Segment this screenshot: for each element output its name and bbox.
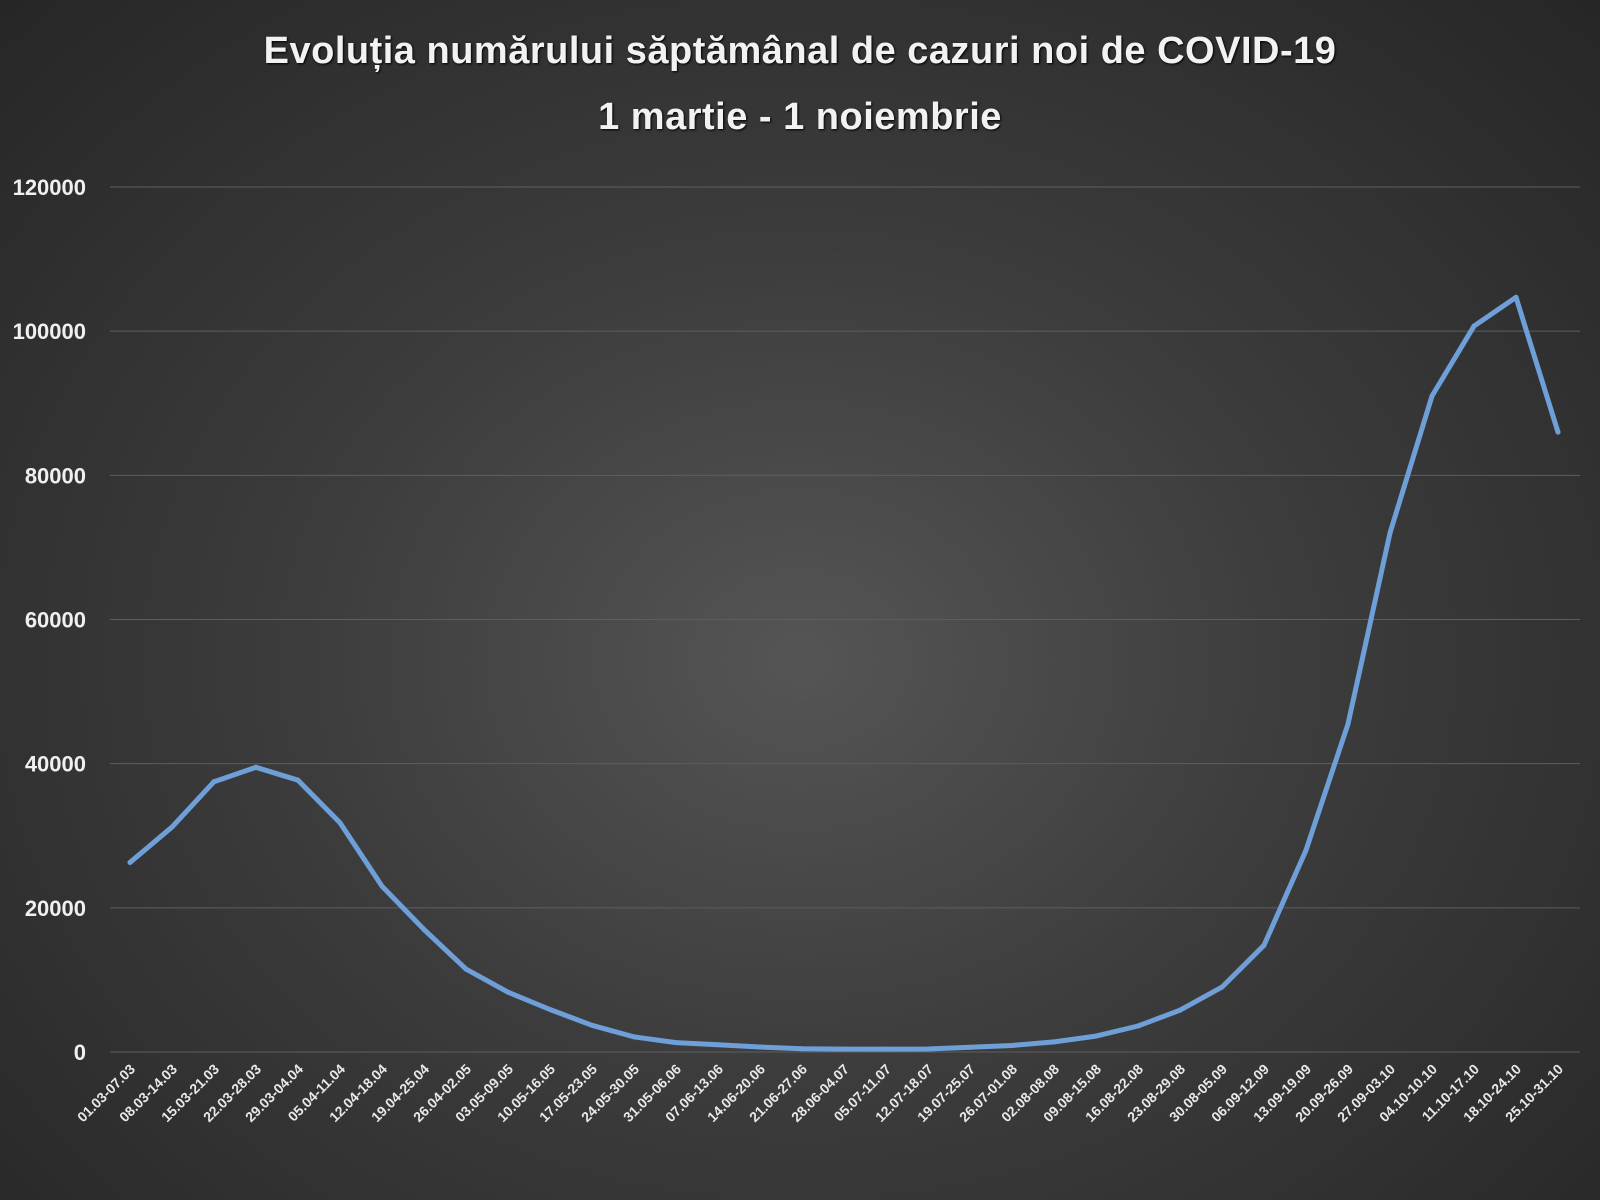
data-point	[1429, 393, 1435, 399]
series-line	[127, 294, 1561, 1052]
data-point	[169, 824, 175, 830]
data-point	[421, 926, 427, 932]
data-point	[1513, 294, 1519, 300]
y-tick-label: 120000	[13, 175, 86, 200]
data-point	[883, 1046, 889, 1052]
data-point	[1135, 1023, 1141, 1029]
data-point	[337, 820, 343, 826]
data-point	[1261, 942, 1267, 948]
data-point	[925, 1046, 931, 1052]
data-point	[1009, 1043, 1015, 1049]
data-point	[1093, 1033, 1099, 1039]
chart-title: Evoluția numărului săptămânal de cazuri …	[263, 30, 1337, 72]
y-tick-label: 20000	[25, 896, 86, 921]
chart-subtitle: 1 martie - 1 noiembrie	[598, 96, 1002, 138]
y-tick-label: 0	[74, 1040, 86, 1065]
data-point	[757, 1044, 763, 1050]
data-point	[799, 1046, 805, 1052]
data-point	[1471, 323, 1477, 329]
y-tick-label: 60000	[25, 608, 86, 633]
data-point	[1345, 721, 1351, 727]
data-point	[673, 1040, 679, 1046]
y-tick-label: 80000	[25, 463, 86, 488]
data-point	[841, 1046, 847, 1052]
data-point	[295, 777, 301, 783]
data-point	[631, 1034, 637, 1040]
data-point	[1051, 1039, 1057, 1045]
data-point	[1303, 847, 1309, 853]
data-point	[1177, 1007, 1183, 1013]
data-point	[1387, 530, 1393, 536]
data-point	[379, 883, 385, 889]
data-point	[253, 764, 259, 770]
data-point	[505, 989, 511, 995]
data-point	[967, 1044, 973, 1050]
data-point	[1219, 984, 1225, 990]
data-point	[1555, 429, 1561, 435]
data-point	[127, 859, 133, 865]
y-tick-label: 100000	[13, 319, 86, 344]
data-point	[463, 966, 469, 972]
y-tick-label: 40000	[25, 752, 86, 777]
data-point	[211, 779, 217, 785]
data-point	[547, 1006, 553, 1012]
data-point	[715, 1042, 721, 1048]
data-point	[589, 1022, 595, 1028]
